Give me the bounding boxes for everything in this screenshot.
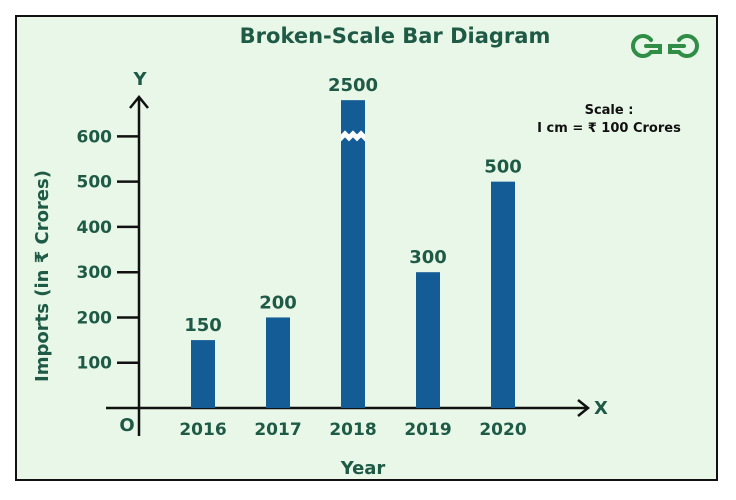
chart-title: Broken-Scale Bar Diagram (240, 24, 551, 48)
y-axis-title: Imports (in ₹ Crores) (32, 170, 53, 382)
data-label-2016: 150 (184, 315, 222, 336)
y-tick-label: 200 (77, 308, 113, 328)
y-tick-label: 300 (77, 263, 113, 283)
y-tick-label: 100 (77, 354, 113, 374)
data-label-2017: 200 (259, 292, 297, 313)
scale-break-mark (341, 130, 365, 142)
bar-2019 (416, 272, 440, 408)
x-tick-label: 2020 (479, 420, 526, 440)
origin-label: O (119, 415, 134, 436)
data-label-2018: 2500 (328, 75, 378, 96)
y-axis-arrow-icon (129, 95, 149, 109)
data-label-2020: 500 (484, 157, 522, 178)
x-axis-title: Year (340, 458, 386, 479)
x-tick-label: 2016 (179, 420, 226, 440)
bars: 150 200 2500 300 500 (184, 75, 522, 408)
x-tick-label: 2017 (254, 420, 301, 440)
x-tick-label: 2019 (404, 420, 451, 440)
bar-2020 (491, 181, 515, 408)
bar-2017 (266, 317, 290, 408)
bar-2016 (191, 340, 215, 408)
y-tick-label: 500 (77, 173, 113, 193)
y-ticks: 100 200 300 400 500 600 (77, 127, 139, 374)
chart-frame (15, 15, 718, 481)
x-tick-labels: 2016 2017 2018 2019 2020 (179, 420, 526, 440)
scale-note-line1: Scale : (585, 103, 634, 118)
x-axis-letter: X (594, 398, 608, 419)
bar-2018 (341, 100, 365, 408)
y-tick-label: 400 (77, 218, 113, 238)
x-tick-label: 2018 (329, 420, 376, 440)
y-tick-label: 600 (77, 127, 113, 147)
x-axis-arrow-icon (577, 399, 591, 417)
scale-note-line2: I cm = ₹ 100 Crores (537, 121, 681, 136)
y-axis-letter: Y (132, 69, 147, 90)
gfg-logo-icon (631, 34, 699, 58)
data-label-2019: 300 (409, 247, 447, 268)
